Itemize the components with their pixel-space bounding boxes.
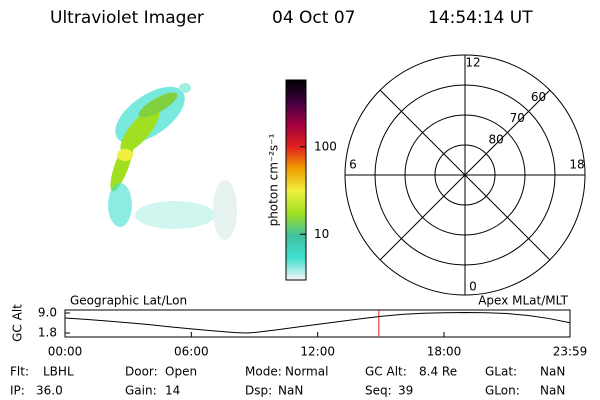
mlt-label: 12 (465, 56, 480, 70)
time: 14:54:14 UT (428, 8, 533, 28)
x-tick-label: 12:00 (300, 345, 335, 359)
field-label: Mode: (245, 365, 282, 379)
field-value: Normal (285, 365, 328, 379)
latitude-circle (434, 144, 496, 206)
field-label: Flt: (10, 365, 29, 379)
y-axis-label: GC Alt (11, 304, 25, 342)
latitude-circle (374, 84, 556, 266)
plot-title-right: Apex MLat/MLT (478, 294, 568, 308)
latitude-label: 80 (488, 132, 503, 146)
field-label: GLat: (485, 365, 517, 379)
latitude-label: 70 (510, 111, 525, 125)
field-value: Open (165, 365, 197, 379)
mlt-label: 0 (469, 280, 477, 294)
colorbar-label: photon cm⁻²s⁻¹ (267, 133, 281, 226)
field-value: NaN (540, 365, 565, 379)
field-value: 39 (398, 384, 413, 398)
y-tick-label: 1.8 (38, 326, 57, 340)
mlt-label: 18 (569, 158, 584, 172)
field-label: Door: (125, 365, 158, 379)
plot-title-left: Geographic Lat/Lon (70, 294, 187, 308)
field-label: IP: (10, 384, 25, 398)
latitude-label: 60 (531, 90, 546, 104)
colorbar-tick-label: 100 (314, 139, 337, 153)
altitude-line (64, 311, 571, 334)
x-tick-label: 06:00 (174, 345, 209, 359)
colorbar (285, 79, 307, 281)
polar-grid (344, 54, 586, 296)
field-label: Gain: (125, 384, 157, 398)
field-label: GC Alt: (365, 365, 407, 379)
latitude-circle (404, 114, 526, 236)
field-value: NaN (540, 384, 565, 398)
field-value: NaN (278, 384, 303, 398)
title: Ultraviolet Imager (50, 8, 204, 28)
field-value: LBHL (43, 365, 74, 379)
auroral-image (108, 83, 237, 240)
field-label: GLon: (485, 384, 520, 398)
x-tick-label: 23:59 (553, 345, 588, 359)
field-label: Seq: (365, 384, 392, 398)
field-label: Dsp: (245, 384, 272, 398)
y-tick-label: 9.0 (38, 306, 57, 320)
colorbar-tick-label: 10 (314, 227, 329, 241)
date: 04 Oct 07 (272, 8, 355, 28)
mlt-label: 6 (349, 158, 357, 172)
field-value: 36.0 (36, 384, 63, 398)
field-value: 14 (165, 384, 180, 398)
field-value: 8.4 Re (419, 365, 457, 379)
x-tick-label: 18:00 (427, 345, 462, 359)
x-tick-label: 00:00 (48, 345, 83, 359)
